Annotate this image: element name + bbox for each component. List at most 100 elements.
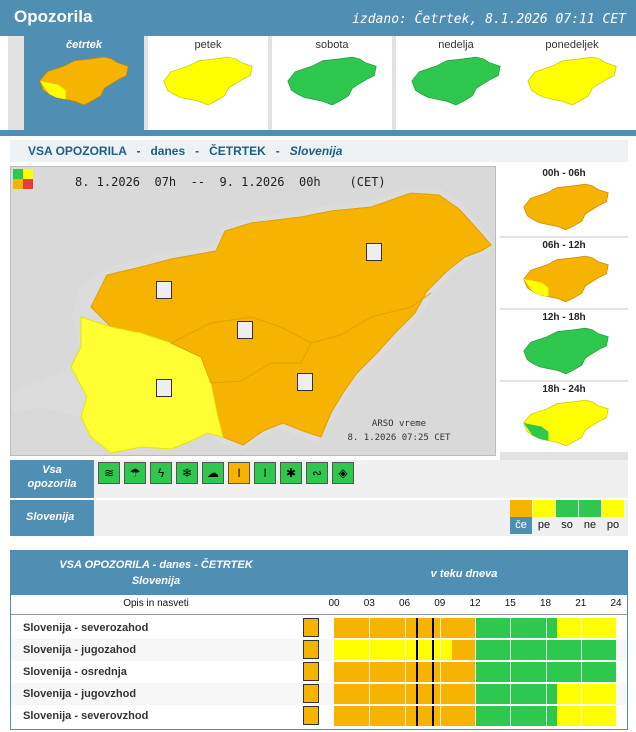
coastal-event-icon[interactable]: ∾: [306, 462, 328, 484]
current-time-marker: [416, 640, 419, 660]
legend-green-square: [13, 169, 23, 179]
day-tabs: četrtek petek sobota nedelja ponedeljek: [8, 36, 632, 130]
table-row[interactable]: Slovenija - severovzhod: [11, 705, 627, 727]
slovenia-mini-map-icon: [163, 56, 253, 106]
legend-yellow-square: [23, 169, 33, 179]
timeline-gridline: [475, 640, 476, 660]
thermometer-warning-icon[interactable]: [156, 281, 172, 299]
current-time-marker: [431, 684, 434, 704]
timeline-gridline: [510, 618, 512, 638]
timeline-gridline: [369, 640, 371, 660]
timeline-gridline: [580, 618, 582, 638]
timeline-gridline: [404, 640, 406, 660]
timeline-gridline: [475, 684, 476, 704]
timeline-segment: [475, 618, 558, 638]
timeline-gridline: [580, 684, 582, 704]
warnings-table: VSA OPOZORILA - danes - ČETRTEK Slovenija…: [10, 550, 628, 730]
timeline-header: v teku dneva: [430, 568, 498, 580]
rain-icon[interactable]: ☂: [124, 462, 146, 484]
avalanche-icon[interactable]: ◈: [332, 462, 354, 484]
timeline-segment: [557, 618, 616, 638]
timeline-gridline: [545, 618, 547, 638]
low-temperature-icon[interactable]: ǀ: [228, 462, 250, 484]
timeline-segment: [475, 684, 558, 704]
table-row[interactable]: Slovenija - jugozahod: [11, 639, 627, 661]
row-region-name: Slovenija - jugovzhod: [23, 688, 137, 700]
thermometer-warning-icon[interactable]: [156, 379, 172, 397]
level-code: ne: [583, 519, 597, 531]
timeline-gridline: [404, 618, 406, 638]
region-label: Slovenija: [10, 500, 94, 536]
level-code: pe: [537, 519, 551, 531]
tab-day-label: petek: [194, 39, 222, 51]
thermometer-icon[interactable]: [303, 662, 319, 681]
timeline-gridline: [439, 618, 441, 638]
slovenia-mini-map-icon: [527, 56, 617, 106]
time-slot-2[interactable]: 06h - 12h: [500, 238, 628, 308]
time-slot-1[interactable]: 00h - 06h: [500, 166, 628, 236]
table-title-line1: VSA OPOZORILA - danes - ČETRTEK: [59, 559, 253, 571]
level-swatch: [533, 500, 555, 517]
tab-day-label: nedelja: [438, 39, 474, 51]
thermometer-warning-icon[interactable]: [297, 373, 313, 391]
hour-label: 21: [575, 598, 587, 609]
tab-day-2[interactable]: petek: [148, 36, 268, 130]
level-day-3[interactable]: so: [556, 500, 578, 534]
wind-icon[interactable]: ≋: [98, 462, 120, 484]
main-warning-map: 8. 1.2026 07h -- 9. 1.2026 00h (CET) ARS…: [10, 166, 496, 456]
header-bar: Opozorila izdano: Četrtek, 8.1.2026 07:1…: [0, 0, 636, 36]
thermometer-warning-icon[interactable]: [366, 243, 382, 261]
table-row[interactable]: Slovenija - osrednja: [11, 661, 627, 683]
current-time-marker: [431, 706, 434, 726]
timeline-gridline: [510, 706, 512, 726]
thermometer-icon[interactable]: [303, 684, 319, 703]
timeline-gridline: [580, 706, 582, 726]
time-slot-panel: 00h - 06h 06h - 12h 12h - 18h 18h - 24h: [500, 166, 628, 460]
timeline-gridline: [545, 662, 547, 682]
subtitle-prefix: VSA OPOZORILA - danes - ČETRTEK -: [28, 144, 290, 158]
thermometer-warning-icon[interactable]: [237, 321, 253, 339]
timeline-gridline: [369, 706, 371, 726]
timeline-gridline: [580, 662, 582, 682]
timeline-gridline: [369, 662, 371, 682]
timeline-gridline: [475, 618, 476, 638]
thermometer-icon[interactable]: [303, 640, 319, 659]
thermometer-icon[interactable]: [303, 618, 319, 637]
forest-fire-icon[interactable]: ✱: [280, 462, 302, 484]
timeline-gridline: [439, 684, 441, 704]
timeline-gridline: [545, 640, 547, 660]
tab-day-1[interactable]: četrtek: [24, 36, 144, 130]
time-slot-label: 06h - 12h: [542, 240, 586, 251]
level-day-5[interactable]: po: [602, 500, 624, 534]
time-slot-4[interactable]: 18h - 24h: [500, 382, 628, 452]
level-day-4[interactable]: ne: [579, 500, 601, 534]
timeline-gridline: [439, 662, 441, 682]
table-row[interactable]: Slovenija - jugovzhod: [11, 683, 627, 705]
level-code: če: [510, 517, 532, 534]
thunderstorm-icon[interactable]: ϟ: [150, 462, 172, 484]
timeline-gridline: [369, 618, 371, 638]
snow-icon[interactable]: ❄: [176, 462, 198, 484]
tab-day-5[interactable]: ponedeljek: [512, 36, 632, 130]
time-slot-3[interactable]: 12h - 18h: [500, 310, 628, 380]
hour-label: 09: [434, 598, 446, 609]
table-title: VSA OPOZORILA - danes - ČETRTEK Slovenija: [11, 557, 301, 589]
tab-day-3[interactable]: sobota: [272, 36, 392, 130]
category-icons: ≋ ☂ ϟ ❄ ☁ ǀ ǀ ✱ ∾ ◈: [94, 460, 628, 498]
time-slot-label: 12h - 18h: [542, 312, 586, 323]
category-label-line2: opozorila: [27, 478, 77, 490]
level-day-2[interactable]: pe: [533, 500, 555, 534]
tab-day-4[interactable]: nedelja: [396, 36, 516, 130]
level-day-1[interactable]: če: [510, 500, 532, 534]
current-time-marker: [431, 640, 434, 660]
table-row[interactable]: Slovenija - severozahod: [11, 617, 627, 639]
page-title: Opozorila: [14, 7, 93, 26]
timeline-gridline: [404, 706, 406, 726]
high-temperature-icon[interactable]: ǀ: [254, 462, 276, 484]
hour-label: 03: [363, 598, 375, 609]
timeline-gridline: [475, 662, 476, 682]
hour-label: 18: [539, 598, 552, 609]
timeline-segment: [557, 684, 616, 704]
fog-icon[interactable]: ☁: [202, 462, 224, 484]
thermometer-icon[interactable]: [303, 706, 319, 725]
